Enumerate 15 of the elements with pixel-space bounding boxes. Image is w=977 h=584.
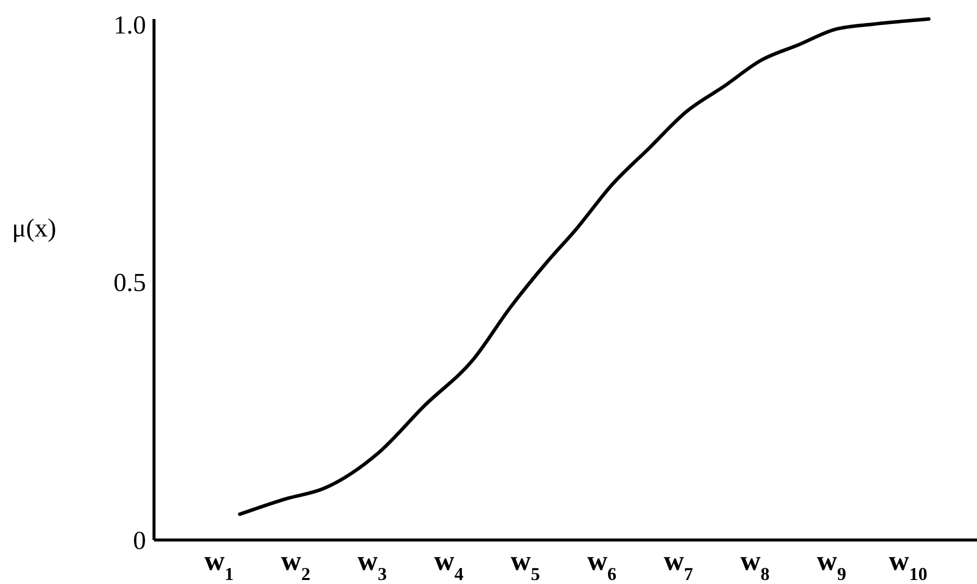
x-tick-label: w$_{1}$	[204, 546, 234, 584]
x-tick-label: w$_{9}$	[816, 546, 846, 584]
x-tick-label: w$_{8}$	[740, 546, 770, 584]
y-tick-label: 0	[133, 526, 146, 556]
x-tick-label: w$_{10}$	[888, 546, 928, 584]
x-tick-label: w$_{2}$	[280, 546, 310, 584]
y-axis-title: μ(x)	[12, 214, 56, 242]
line-series	[238, 17, 931, 516]
x-tick-label: w$_{7}$	[664, 546, 694, 584]
y-tick-label: 0.5	[114, 268, 146, 298]
x-tick-label: w$_{4}$	[434, 546, 464, 584]
x-tick-label: w$_{3}$	[358, 546, 387, 584]
x-tick-label: w$_{5}$	[510, 546, 540, 584]
y-tick-label: 1.0	[114, 10, 146, 40]
x-tick-label: w$_{6}$	[587, 546, 617, 584]
